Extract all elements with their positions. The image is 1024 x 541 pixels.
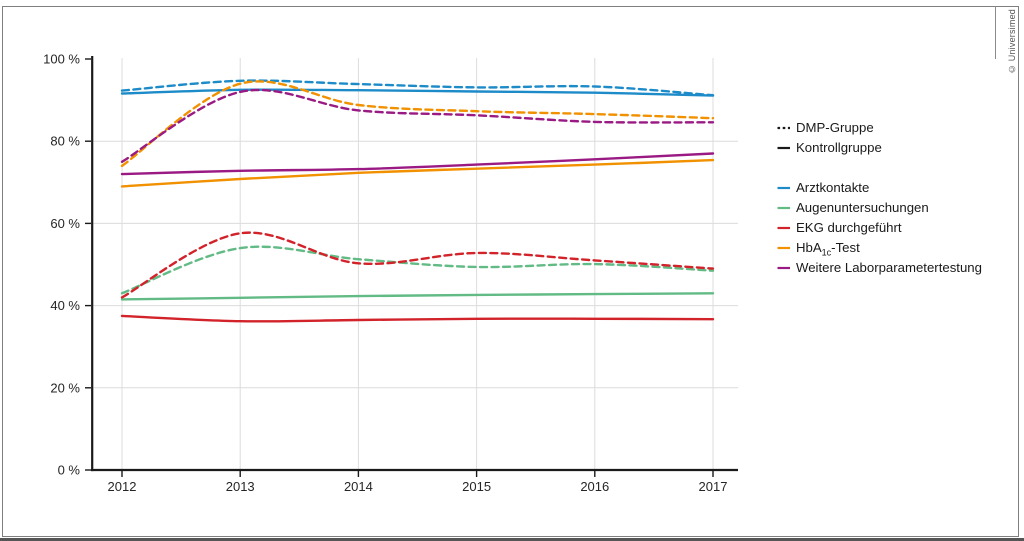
legend-item-ekg-durchgefuehrt: EKG durchgeführt — [777, 218, 982, 238]
y-tick-label: 20 % — [50, 380, 80, 395]
legend-item-dmp-gruppe: DMP-Gruppe — [777, 118, 982, 138]
series-line-dmp-Arztkontakte — [120, 79, 715, 97]
series-line-kontrollgruppe-Weitere Laborparametertestung — [120, 152, 715, 176]
y-tick-label: 80 % — [50, 134, 80, 149]
x-tick-label: 2013 — [226, 479, 255, 494]
series-color-marker — [777, 206, 790, 210]
series-line-dmp-Weitere Laborparametertestung — [120, 88, 715, 163]
watermark-divider — [995, 6, 996, 59]
x-tick-label: 2014 — [344, 479, 373, 494]
series-line-dmp-HbA1c-Test — [120, 80, 715, 168]
series-color-marker — [777, 266, 790, 270]
x-tick-label: 2017 — [699, 479, 728, 494]
legend-label-augenuntersuchungen: Augenuntersuchungen — [796, 200, 929, 216]
legend-item-weitere-laborparametertestung: Weitere Laborparametertestung — [777, 258, 982, 278]
legend-label-kontrollgruppe: Kontrollgruppe — [796, 140, 882, 156]
legend-label-dmp-gruppe: DMP-Gruppe — [796, 120, 874, 136]
line-chart: 0 % 20 % 40 % 60 % 80 % 100 % 2012 2013 2014 2015… — [43, 52, 738, 494]
solid-line-marker — [777, 146, 790, 150]
series-line-kontrollgruppe-EKG durchgeführt — [120, 314, 715, 323]
legend-item-hba1c-test: HbA1c-Test — [777, 238, 982, 258]
series-line-kontrollgruppe-HbA1c-Test — [120, 158, 715, 188]
legend-label-hba1c-test: HbA1c-Test — [796, 240, 860, 259]
y-tick-label: 40 % — [50, 298, 80, 313]
y-tick-label: 0 % — [58, 463, 81, 478]
legend-item-kontrollgruppe: Kontrollgruppe — [777, 138, 982, 158]
window-bottom-edge — [0, 538, 1024, 541]
series-line-kontrollgruppe-Augenuntersuchungen — [120, 292, 715, 301]
dashed-line-marker — [777, 126, 790, 130]
series-color-marker — [777, 246, 790, 250]
x-tick-label: 2016 — [580, 479, 609, 494]
y-tick-label: 60 % — [50, 216, 80, 231]
series-color-marker — [777, 186, 790, 190]
legend: DMP-Gruppe Kontrollgruppe Arztkontakte A… — [777, 118, 982, 278]
legend-label-ekg-durchgefuehrt: EKG durchgeführt — [796, 220, 902, 236]
copyright-watermark: © Universimed — [1007, 9, 1017, 75]
series-color-marker — [777, 226, 790, 230]
x-tick-label: 2012 — [108, 479, 137, 494]
legend-label-weitere-laborparametertestung: Weitere Laborparametertestung — [796, 260, 982, 276]
series-line-dmp-Augenuntersuchungen — [120, 245, 715, 295]
legend-label-arztkontakte: Arztkontakte — [796, 180, 870, 196]
series-line-kontrollgruppe-Arztkontakte — [120, 88, 715, 97]
legend-item-arztkontakte: Arztkontakte — [777, 178, 982, 198]
legend-spacer — [777, 158, 982, 178]
x-tick-label: 2015 — [462, 479, 491, 494]
series-line-dmp-EKG durchgeführt — [120, 231, 715, 299]
legend-item-augenuntersuchungen: Augenuntersuchungen — [777, 198, 982, 218]
y-tick-label: 100 % — [43, 52, 80, 67]
